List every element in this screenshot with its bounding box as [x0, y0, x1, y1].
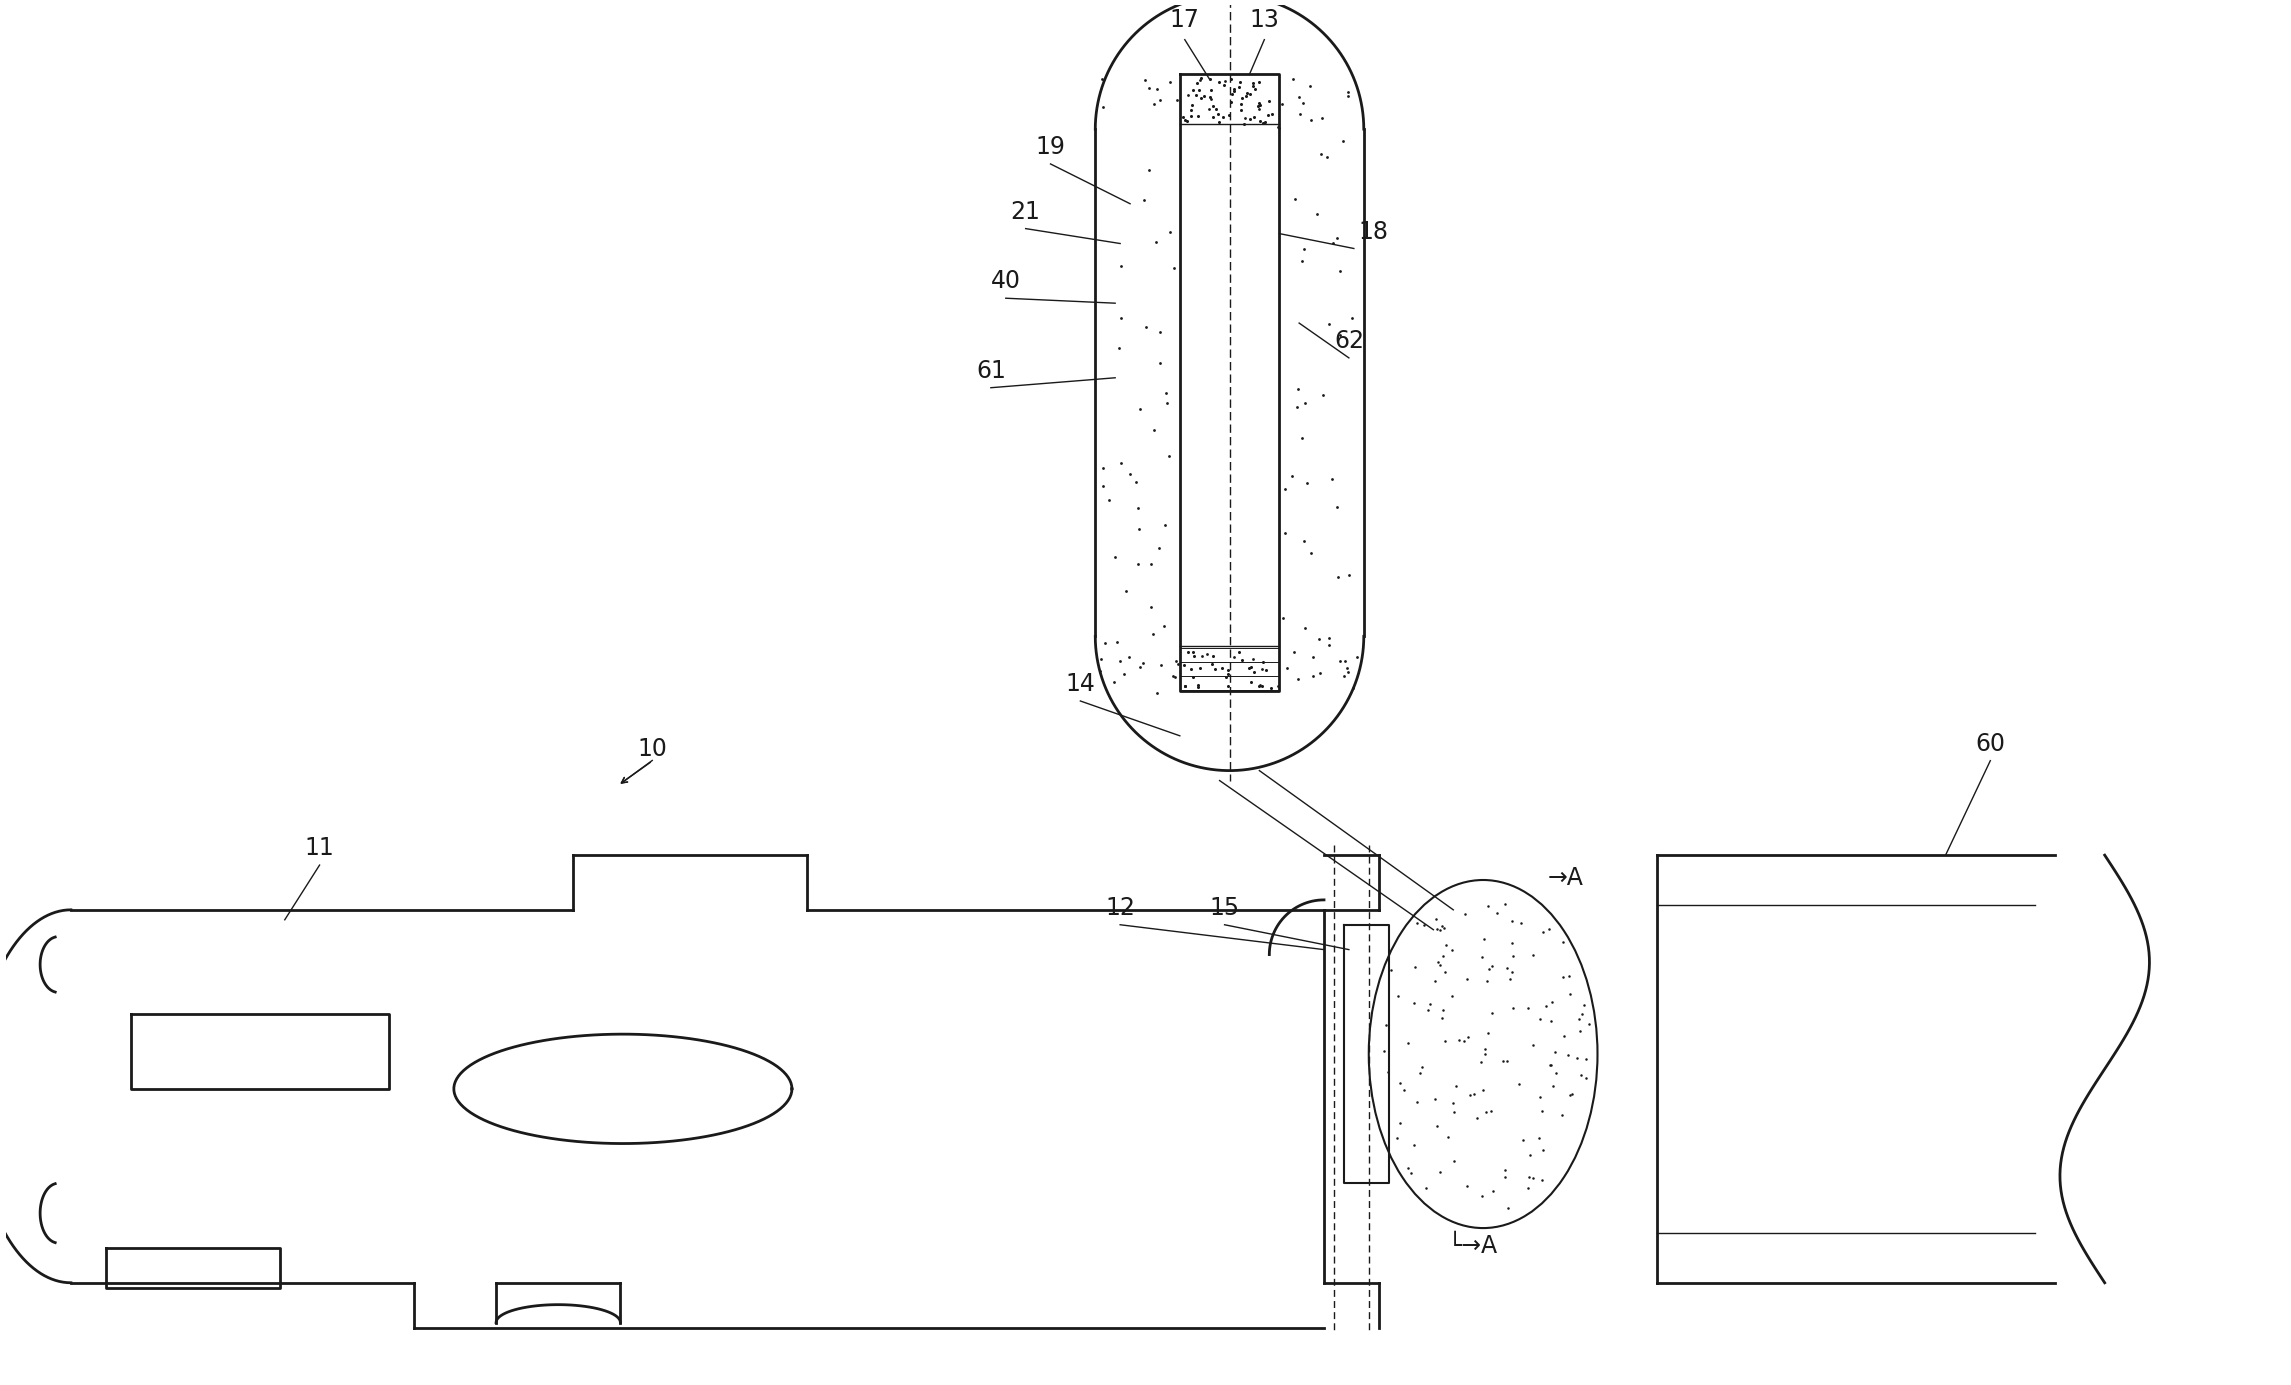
Text: 13: 13 — [1249, 8, 1278, 32]
Text: 21: 21 — [1010, 199, 1040, 223]
Text: 19: 19 — [1036, 134, 1065, 159]
Text: 11: 11 — [305, 837, 334, 860]
Text: →A: →A — [1549, 866, 1583, 891]
Text: 62: 62 — [1333, 330, 1363, 353]
Text: 40: 40 — [990, 269, 1022, 294]
Text: 10: 10 — [637, 737, 667, 760]
Text: 18: 18 — [1359, 220, 1388, 244]
Text: 17: 17 — [1171, 8, 1200, 32]
Text: 12: 12 — [1104, 896, 1134, 920]
Text: 61: 61 — [976, 359, 1006, 382]
Text: 15: 15 — [1210, 896, 1239, 920]
Text: └→A: └→A — [1448, 1234, 1498, 1258]
Text: 14: 14 — [1065, 672, 1095, 697]
Text: 60: 60 — [1975, 731, 2005, 756]
